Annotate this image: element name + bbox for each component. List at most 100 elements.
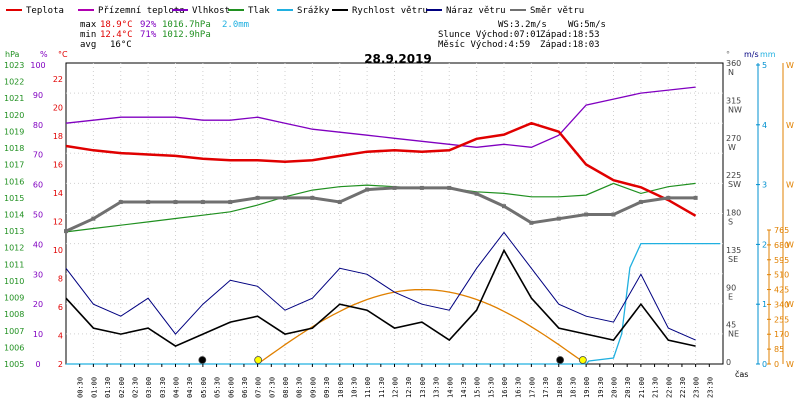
time-tick-label: 03:00 bbox=[145, 377, 153, 398]
legend-label: Vlhkost bbox=[192, 6, 230, 16]
hpa-tick-label: 1013 bbox=[4, 227, 24, 236]
time-tick-label: 09:00 bbox=[309, 377, 317, 398]
hpa-tick-label: 1021 bbox=[4, 94, 24, 103]
hpa-tick-label: 1009 bbox=[4, 294, 24, 303]
w-tick-label: W bbox=[786, 181, 794, 190]
hpa-tick-label: 1017 bbox=[4, 161, 24, 170]
wind-gust-series bbox=[65, 231, 696, 341]
time-tick-label: 04:00 bbox=[173, 377, 181, 398]
stats-block: max 18.9°C 92% 1016.7hPa 2.0mm min 12.4°… bbox=[80, 20, 606, 50]
mm-tick-label: 170 bbox=[774, 330, 789, 339]
deg-axis-title: ° bbox=[726, 50, 730, 59]
time-tick-label: 22:30 bbox=[679, 377, 687, 398]
pct-tick-label: 60 bbox=[33, 181, 43, 190]
hpa-tick-label: 1020 bbox=[4, 111, 24, 120]
time-tick-label: 12:00 bbox=[392, 377, 400, 398]
time-tick-label: 07:30 bbox=[268, 377, 276, 398]
time-tick-label: 17:00 bbox=[528, 377, 536, 398]
gridlines bbox=[66, 63, 723, 364]
time-tick-label: 14:30 bbox=[460, 377, 468, 398]
ms-tick-label: 1 bbox=[762, 300, 767, 309]
ms-tick-label: 3 bbox=[762, 181, 767, 190]
c-tick-label: 16 bbox=[53, 161, 63, 170]
mm-tick-label: 340 bbox=[774, 300, 789, 309]
mm-tick-label: 85 bbox=[774, 345, 784, 354]
wind-dir-series bbox=[65, 186, 696, 233]
time-tick-label: 01:00 bbox=[90, 377, 98, 398]
time-tick-label: 14:00 bbox=[446, 377, 454, 398]
dir-compass-label: E bbox=[728, 292, 733, 301]
time-tick-label: 00:30 bbox=[77, 377, 85, 398]
hpa-tick-label: 1022 bbox=[4, 78, 24, 87]
dir-deg-label: 270 bbox=[726, 134, 741, 143]
ms-tick-label: 0 bbox=[762, 360, 767, 369]
hpa-tick-label: 1007 bbox=[4, 327, 24, 336]
time-tick-label: 03:30 bbox=[159, 377, 167, 398]
ms-tick-label: 4 bbox=[762, 121, 767, 130]
hpa-tick-label: 1014 bbox=[4, 211, 24, 220]
pct-tick-label: 70 bbox=[33, 151, 43, 160]
stats-sun-rise: Slunce Východ:07:01 bbox=[438, 30, 541, 40]
time-tick-label: 07:00 bbox=[255, 377, 263, 398]
mm-tick-label: 0 bbox=[774, 360, 779, 369]
hpa-tick-label: 1008 bbox=[4, 310, 24, 319]
pct-tick-label: 80 bbox=[33, 121, 43, 130]
time-tick-label: 21:30 bbox=[652, 377, 660, 398]
time-tick-label: 16:00 bbox=[501, 377, 509, 398]
time-tick-label: 13:30 bbox=[433, 377, 441, 398]
time-tick-label: 08:30 bbox=[296, 377, 304, 398]
w-tick-label: W bbox=[786, 240, 794, 249]
c-tick-label: 14 bbox=[53, 189, 63, 198]
mm-tick-label: 255 bbox=[774, 315, 789, 324]
time-tick-label: 20:30 bbox=[624, 377, 632, 398]
stats-moon-set: Západ:18:03 bbox=[540, 40, 600, 50]
stats-min-press: 1012.9hPa bbox=[162, 30, 211, 40]
legend-label: Tlak bbox=[248, 6, 270, 16]
hpa-tick-label: 1011 bbox=[4, 260, 24, 269]
time-tick-label: 02:00 bbox=[118, 377, 126, 398]
dir-deg-label: 135 bbox=[726, 246, 741, 255]
dir-deg-label: 45 bbox=[726, 321, 736, 330]
c-tick-label: 12 bbox=[53, 218, 63, 227]
time-tick-label: 18:00 bbox=[556, 377, 564, 398]
series bbox=[64, 86, 721, 365]
time-tick-label: 06:00 bbox=[227, 377, 235, 398]
temperature-series bbox=[65, 121, 697, 217]
pressure-series bbox=[65, 182, 696, 233]
moon-marker bbox=[198, 356, 207, 364]
stats-ws: WS:3.2m/s bbox=[498, 20, 547, 30]
moon-marker bbox=[556, 356, 565, 364]
c-tick-label: 10 bbox=[53, 246, 63, 255]
c-tick-label: 20 bbox=[53, 104, 63, 113]
stats-min-temp: 12.4°C bbox=[100, 30, 133, 40]
mm-tick-label: 595 bbox=[774, 256, 789, 265]
dir-compass-label: NW bbox=[728, 105, 742, 114]
precipitation-series bbox=[66, 242, 721, 365]
hpa-tick-label: 1018 bbox=[4, 144, 24, 153]
legend-label: Srážky bbox=[297, 6, 330, 16]
hpa-tick-label: 1006 bbox=[4, 343, 24, 352]
wind-dir-point bbox=[64, 229, 68, 234]
time-tick-label: 05:30 bbox=[214, 377, 222, 398]
pct-tick-label: 10 bbox=[33, 330, 43, 339]
c-tick-label: 18 bbox=[53, 132, 63, 141]
pct-axis-title: % bbox=[40, 50, 48, 59]
stats-max-press: 1016.7hPa bbox=[162, 20, 211, 30]
legend-label: Rychlost větru bbox=[352, 6, 428, 16]
dir-compass-label: W bbox=[728, 143, 736, 152]
w-tick-label: W bbox=[786, 300, 794, 309]
hpa-tick-label: 1012 bbox=[4, 244, 24, 253]
hpa-tick-label: 1005 bbox=[4, 360, 24, 369]
time-tick-label: 11:30 bbox=[378, 377, 386, 398]
time-tick-label: 04:30 bbox=[186, 377, 194, 398]
time-tick-label: 10:30 bbox=[350, 377, 358, 398]
c-tick-label: 22 bbox=[53, 75, 63, 84]
stats-max-label: max bbox=[80, 20, 97, 30]
legend-label: Směr větru bbox=[530, 6, 584, 16]
stats-avg-label: avg bbox=[80, 40, 96, 50]
wind-speed-series bbox=[65, 248, 696, 348]
time-tick-label: 18:30 bbox=[569, 377, 577, 398]
time-axis-unit: čas bbox=[735, 369, 748, 379]
c-tick-label: 2 bbox=[58, 360, 63, 369]
